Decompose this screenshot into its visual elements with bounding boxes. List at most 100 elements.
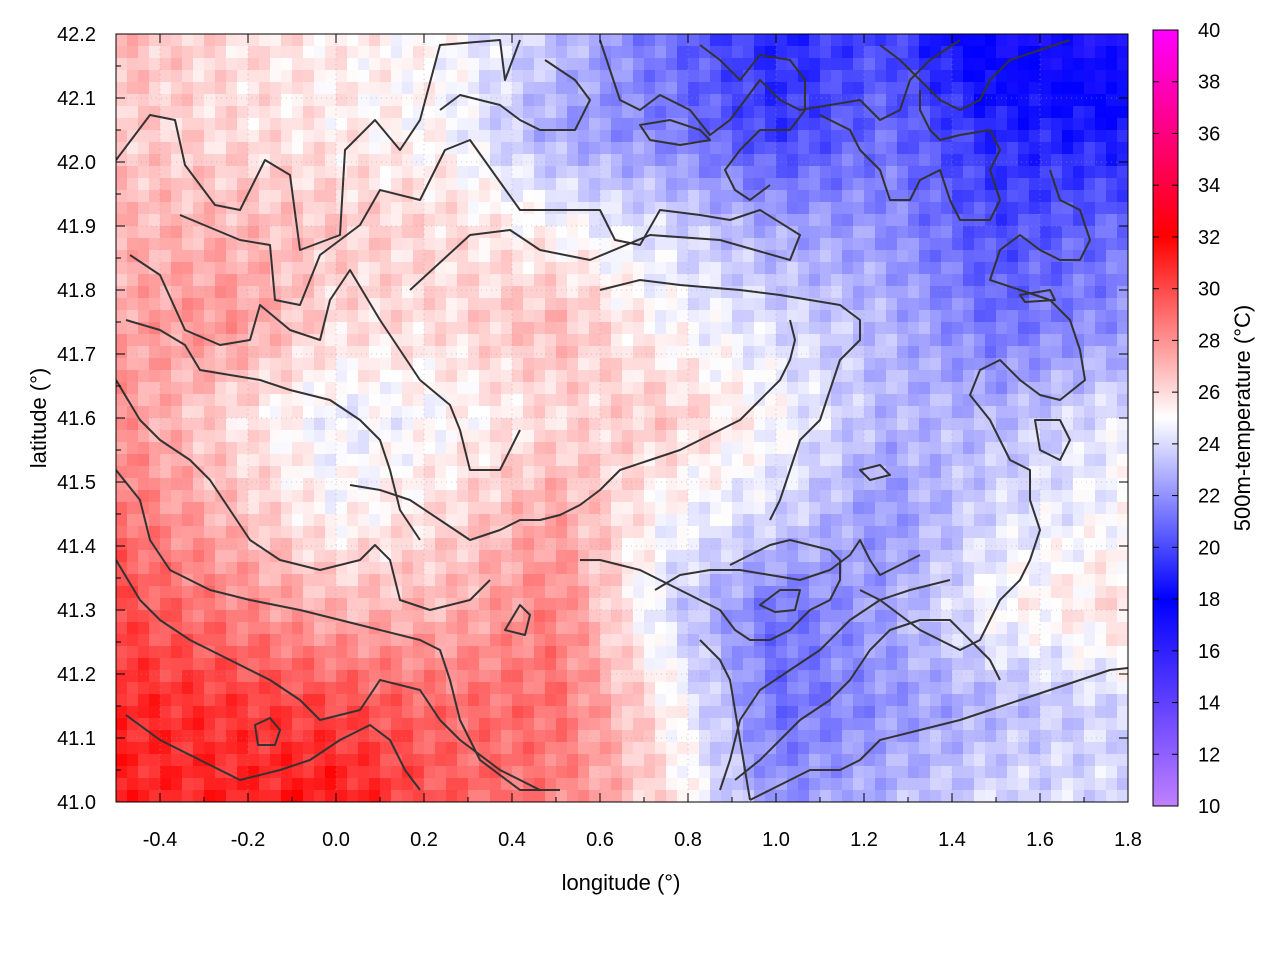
heatmap-cell (457, 466, 469, 479)
heatmap-cell (1117, 430, 1128, 443)
heatmap-cell (930, 262, 942, 275)
heatmap-cell (391, 142, 403, 155)
heatmap-cell (325, 142, 337, 155)
heatmap-cell (732, 190, 744, 203)
heatmap-cell (853, 526, 865, 539)
heatmap-cell (919, 358, 931, 371)
heatmap-cell (732, 550, 744, 563)
heatmap-cell (589, 262, 601, 275)
heatmap-cell (1062, 226, 1074, 239)
heatmap-cell (809, 514, 821, 527)
heatmap-cell (193, 262, 205, 275)
heatmap-cell (380, 34, 392, 47)
heatmap-cell (1073, 106, 1085, 119)
heatmap-cell (215, 502, 227, 515)
heatmap-cell (182, 430, 194, 443)
heatmap-cell (666, 598, 678, 611)
heatmap-cell (908, 250, 920, 263)
heatmap-cell (809, 310, 821, 323)
heatmap-cell (204, 166, 216, 179)
heatmap-cell (1106, 82, 1118, 95)
heatmap-cell (919, 562, 931, 575)
heatmap-cell (875, 130, 887, 143)
heatmap-cell (776, 538, 788, 551)
heatmap-cell (336, 58, 348, 71)
heatmap-cell (435, 34, 447, 47)
heatmap-cell (479, 262, 491, 275)
heatmap-cell (160, 478, 172, 491)
heatmap-cell (490, 178, 502, 191)
heatmap-cell (776, 478, 788, 491)
heatmap-cell (666, 298, 678, 311)
heatmap-cell (985, 346, 997, 359)
heatmap-cell (325, 406, 337, 419)
heatmap-cell (1051, 310, 1063, 323)
heatmap-cell (446, 130, 458, 143)
heatmap-cell (292, 58, 304, 71)
heatmap-cell (237, 586, 249, 599)
heatmap-cell (556, 142, 568, 155)
heatmap-cell (237, 574, 249, 587)
heatmap-cell (721, 478, 733, 491)
heatmap-cell (336, 46, 348, 59)
heatmap-cell (259, 466, 271, 479)
heatmap-cell (358, 202, 370, 215)
heatmap-cell (1117, 322, 1128, 335)
heatmap-cell (567, 382, 579, 395)
heatmap-cell (1117, 394, 1128, 407)
heatmap-cell (215, 70, 227, 83)
heatmap-cell (820, 274, 832, 287)
heatmap-cell (534, 310, 546, 323)
heatmap-cell (831, 658, 843, 671)
heatmap-cell (589, 118, 601, 131)
heatmap-cell (974, 118, 986, 131)
heatmap-cell (413, 106, 425, 119)
heatmap-cell (655, 214, 667, 227)
heatmap-cell (578, 346, 590, 359)
heatmap-cell (149, 370, 161, 383)
heatmap-cell (116, 142, 128, 155)
heatmap-cell (446, 82, 458, 95)
heatmap-cell (347, 526, 359, 539)
heatmap-cell (820, 310, 832, 323)
heatmap-cell (842, 382, 854, 395)
heatmap-cell (336, 238, 348, 251)
heatmap-cell (864, 334, 876, 347)
heatmap-cell (270, 226, 282, 239)
heatmap-cell (897, 454, 909, 467)
heatmap-cell (963, 406, 975, 419)
heatmap-cell (468, 94, 480, 107)
heatmap-cell (589, 82, 601, 95)
heatmap-cell (237, 202, 249, 215)
heatmap-cell (457, 262, 469, 275)
heatmap-cell (534, 214, 546, 227)
heatmap-cell (666, 130, 678, 143)
heatmap-cell (831, 346, 843, 359)
heatmap-cell (677, 538, 689, 551)
heatmap-cell (1106, 502, 1118, 515)
heatmap-cell (765, 310, 777, 323)
heatmap-cell (985, 406, 997, 419)
heatmap-cell (512, 538, 524, 551)
heatmap-cell (1007, 490, 1019, 503)
heatmap-cell (743, 514, 755, 527)
heatmap-cell (171, 658, 183, 671)
heatmap-cell (1073, 82, 1085, 95)
heatmap-cell (897, 406, 909, 419)
heatmap-cell (1117, 646, 1128, 659)
heatmap-cell (996, 394, 1008, 407)
heatmap-cell (369, 34, 381, 47)
heatmap-cell (952, 634, 964, 647)
heatmap-cell (336, 526, 348, 539)
heatmap-cell (600, 646, 612, 659)
heatmap-cell (237, 94, 249, 107)
heatmap-cell (182, 586, 194, 599)
heatmap-cell (732, 526, 744, 539)
heatmap-cell (193, 634, 205, 647)
heatmap-cell (116, 190, 128, 203)
heatmap-cell (237, 514, 249, 527)
heatmap-cell (732, 154, 744, 167)
heatmap-cell (149, 82, 161, 95)
heatmap-cell (919, 250, 931, 263)
heatmap-cell (138, 262, 150, 275)
